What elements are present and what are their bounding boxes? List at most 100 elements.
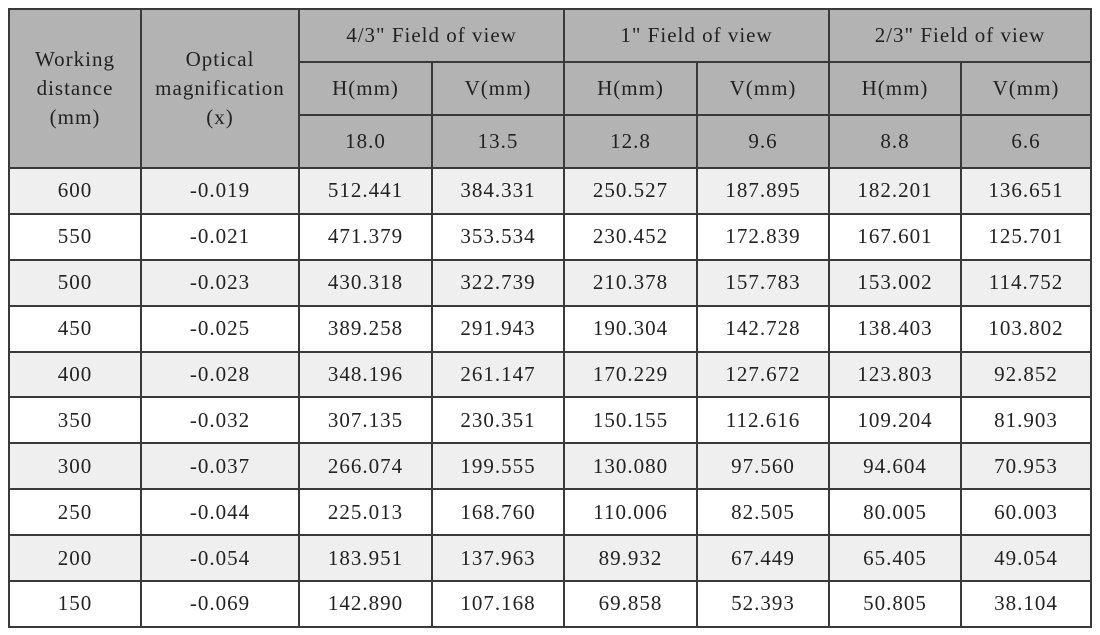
sub-header: H(mm) xyxy=(828,61,963,116)
table-row: 250 -0.044 225.013 168.760 110.006 82.505 80.0… xyxy=(8,488,1093,537)
table-cell: 384.331 xyxy=(430,167,566,215)
table-cell: 600 xyxy=(8,167,142,215)
table-cell: 65.405 xyxy=(828,534,963,583)
table-cell: 150.155 xyxy=(563,396,699,445)
table-cell: 80.005 xyxy=(828,488,963,537)
table-cell: 471.379 xyxy=(298,212,433,261)
table-cell: 142.890 xyxy=(298,580,433,628)
table-cell: 109.204 xyxy=(828,396,963,445)
table-cell: 136.651 xyxy=(960,167,1093,215)
table-cell: 125.701 xyxy=(960,212,1093,261)
table-cell: 142.728 xyxy=(696,304,831,353)
table-cell: 250.527 xyxy=(563,167,699,215)
table-cell: 103.802 xyxy=(960,304,1093,353)
header-cell: Working distance (mm) xyxy=(8,8,142,169)
table-cell: -0.023 xyxy=(140,258,300,307)
table-cell: 187.895 xyxy=(696,167,831,215)
table-cell: 127.672 xyxy=(696,350,831,399)
table-cell: 230.452 xyxy=(563,212,699,261)
table-cell: 230.351 xyxy=(430,396,566,445)
table-cell: -0.032 xyxy=(140,396,300,445)
table-cell: 157.783 xyxy=(696,258,831,307)
table-cell: 49.054 xyxy=(960,534,1093,583)
table-cell: 92.852 xyxy=(960,350,1093,399)
table-cell: 291.943 xyxy=(430,304,566,353)
sub-header: V(mm) xyxy=(960,61,1093,116)
table-cell: 199.555 xyxy=(430,442,566,491)
fov-table: Working distance (mm) Optical magnificati… xyxy=(8,8,1093,628)
table-cell: 153.002 xyxy=(828,258,963,307)
sub-header: H(mm) xyxy=(563,61,699,116)
table-cell: 107.168 xyxy=(430,580,566,628)
table-cell: -0.019 xyxy=(140,167,300,215)
table-cell: 137.963 xyxy=(430,534,566,583)
table-cell: 81.903 xyxy=(960,396,1093,445)
table-cell: 512.441 xyxy=(298,167,433,215)
sensor-size: 13.5 xyxy=(430,114,566,169)
group-title: 1" Field of view xyxy=(563,8,831,63)
table-header: Working distance (mm) Optical magnificati… xyxy=(8,8,1093,169)
table-row: 150 -0.069 142.890 107.168 69.858 52.393 50.80… xyxy=(8,580,1093,628)
table-cell: -0.021 xyxy=(140,212,300,261)
table-cell: 168.760 xyxy=(430,488,566,537)
table-cell: 322.739 xyxy=(430,258,566,307)
table-cell: 182.201 xyxy=(828,167,963,215)
sensor-size: 8.8 xyxy=(828,114,963,169)
table-cell: 183.951 xyxy=(298,534,433,583)
sub-header: H(mm) xyxy=(298,61,433,116)
table-row: 600 -0.019 512.441 384.331 250.527 187.895 182… xyxy=(8,167,1093,215)
table-row: 300 -0.037 266.074 199.555 130.080 97.560 94.6… xyxy=(8,442,1093,491)
table-cell: -0.025 xyxy=(140,304,300,353)
table-cell: 348.196 xyxy=(298,350,433,399)
table-cell: 266.074 xyxy=(298,442,433,491)
table-cell: 94.604 xyxy=(828,442,963,491)
table-cell: 130.080 xyxy=(563,442,699,491)
table-cell: 307.135 xyxy=(298,396,433,445)
table-cell: 70.953 xyxy=(960,442,1093,491)
table-cell: 97.560 xyxy=(696,442,831,491)
table-cell: 389.258 xyxy=(298,304,433,353)
table-cell: 67.449 xyxy=(696,534,831,583)
table-cell: 200 xyxy=(8,534,142,583)
table-cell: -0.037 xyxy=(140,442,300,491)
table-cell: 170.229 xyxy=(563,350,699,399)
sensor-size: 9.6 xyxy=(696,114,831,169)
table-cell: 123.803 xyxy=(828,350,963,399)
sensor-size: 18.0 xyxy=(298,114,433,169)
table-row: 500 -0.023 430.318 322.739 210.378 157.783 153… xyxy=(8,258,1093,307)
table-cell: 52.393 xyxy=(696,580,831,628)
group-title: 2/3" Field of view xyxy=(828,8,1093,63)
table-row: 550 -0.021 471.379 353.534 230.452 172.839 167… xyxy=(8,212,1093,261)
table-body: 600 -0.019 512.441 384.331 250.527 187.895 182… xyxy=(8,167,1093,628)
table-cell: 430.318 xyxy=(298,258,433,307)
table-cell: 350 xyxy=(8,396,142,445)
table-cell: 138.403 xyxy=(828,304,963,353)
table-cell: 250 xyxy=(8,488,142,537)
table-cell: 38.104 xyxy=(960,580,1093,628)
header-cell: Optical magnification (x) xyxy=(140,8,300,169)
table-cell: 82.505 xyxy=(696,488,831,537)
table-cell: 50.805 xyxy=(828,580,963,628)
table-cell: 167.601 xyxy=(828,212,963,261)
table-cell: 550 xyxy=(8,212,142,261)
group-title: 4/3" Field of view xyxy=(297,8,566,63)
table-cell: 261.147 xyxy=(430,350,566,399)
table-cell: 225.013 xyxy=(298,488,433,537)
table-cell: 112.616 xyxy=(696,396,831,445)
table-cell: 89.932 xyxy=(563,534,699,583)
table-cell: 190.304 xyxy=(563,304,699,353)
table-row: 400 -0.028 348.196 261.147 170.229 127.672 123… xyxy=(8,350,1093,399)
table-cell: 69.858 xyxy=(563,580,699,628)
table-cell: -0.069 xyxy=(140,580,300,628)
table-cell: 210.378 xyxy=(563,258,699,307)
sub-header: V(mm) xyxy=(696,61,831,116)
table-cell: 450 xyxy=(8,304,142,353)
sensor-size: 6.6 xyxy=(960,114,1093,169)
sub-header: V(mm) xyxy=(430,61,566,116)
table-cell: 500 xyxy=(8,258,142,307)
table-cell: 172.839 xyxy=(696,212,831,261)
table-cell: 150 xyxy=(8,580,142,628)
table-cell: -0.028 xyxy=(140,350,300,399)
table-row: 200 -0.054 183.951 137.963 89.932 67.449 65.40… xyxy=(8,534,1093,583)
